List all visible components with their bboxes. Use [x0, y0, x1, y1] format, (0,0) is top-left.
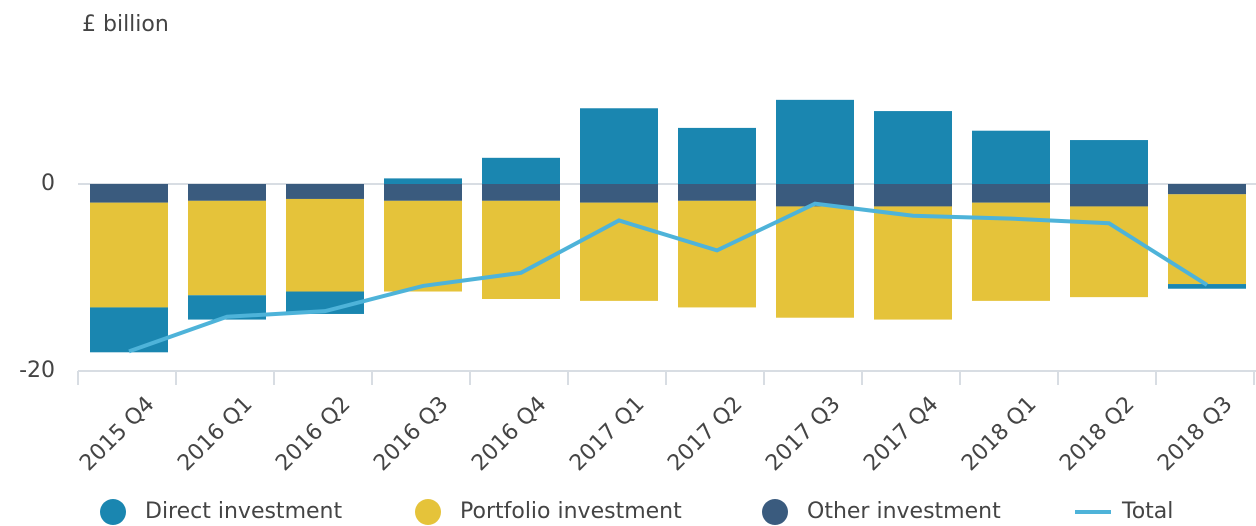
bar — [678, 184, 756, 201]
bar — [972, 130, 1050, 184]
legend-label: Other investment — [807, 499, 1001, 524]
bar — [188, 184, 266, 201]
bar — [90, 307, 168, 353]
legend-swatch — [415, 499, 441, 525]
bar — [384, 178, 462, 184]
bar — [580, 108, 658, 184]
bar — [678, 127, 756, 184]
bar — [874, 184, 952, 207]
legend-label: Portfolio investment — [460, 499, 682, 524]
x-tick-label: 2016 Q1 — [173, 392, 257, 476]
bar — [482, 200, 560, 300]
y-axis-label: £ billion — [82, 12, 169, 37]
bar — [90, 184, 168, 203]
bar — [482, 184, 560, 201]
x-tick-label: 2017 Q2 — [663, 392, 747, 476]
bar — [384, 200, 462, 292]
x-tick-label: 2018 Q2 — [1055, 392, 1139, 476]
bar — [776, 184, 854, 207]
y-tick-label: -20 — [19, 358, 55, 383]
y-tick-label: 0 — [41, 171, 55, 196]
bar — [874, 206, 952, 320]
x-tick-label: 2017 Q3 — [761, 392, 845, 476]
bar — [678, 200, 756, 308]
x-tick-label: 2016 Q3 — [369, 392, 453, 476]
legend-label: Total — [1121, 499, 1173, 524]
bar — [874, 111, 952, 184]
bar — [1168, 194, 1246, 285]
bar — [972, 184, 1050, 203]
line — [128, 201, 1209, 354]
bar — [1168, 184, 1246, 195]
bar — [286, 184, 364, 199]
x-tick-label: 2015 Q4 — [75, 392, 159, 476]
x-tick-label: 2016 Q4 — [467, 392, 551, 476]
bar — [580, 202, 658, 301]
bar — [1070, 184, 1148, 207]
x-tick-label: 2016 Q2 — [271, 392, 355, 476]
bar — [1070, 140, 1148, 184]
legend-swatch — [100, 499, 126, 525]
bar — [776, 99, 854, 184]
x-tick-label: 2017 Q4 — [859, 392, 943, 476]
bar — [384, 184, 462, 201]
bar — [286, 198, 364, 292]
bar — [1168, 284, 1246, 289]
bar — [286, 291, 364, 314]
legend-swatch — [762, 499, 788, 525]
bar — [188, 200, 266, 296]
bar — [482, 157, 560, 184]
bar — [90, 202, 168, 308]
bar — [580, 184, 658, 203]
bar — [776, 206, 854, 318]
x-tick-label: 2018 Q1 — [957, 392, 1041, 476]
legend-label: Direct investment — [145, 499, 342, 524]
x-tick-label: 2018 Q3 — [1153, 392, 1237, 476]
x-tick-label: 2017 Q1 — [565, 392, 649, 476]
